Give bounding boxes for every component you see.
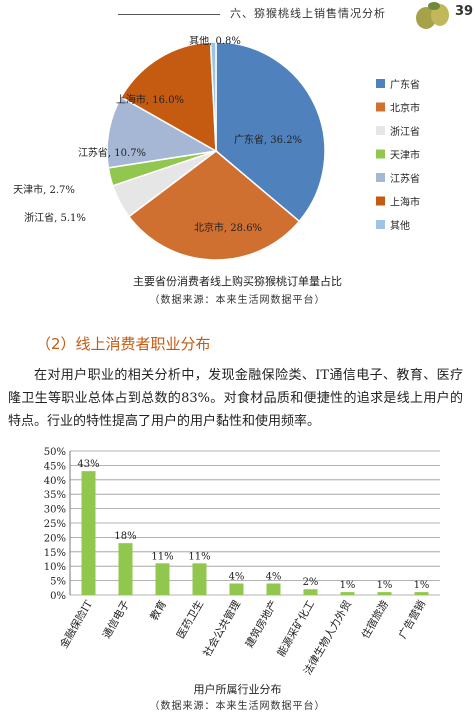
x-category-label: 教育 [147,598,169,623]
bar-data-label: 4% [229,571,245,582]
pie-data-label: 上海市, 16.0% [116,93,184,106]
bar [118,543,133,595]
bar [377,592,392,595]
province-pie-chart: 广东省, 36.2% 北京市, 28.6% 浙江省, 5.1% 天津市, 2.7% 江苏… [13,36,420,261]
x-category-label: 能源采矿化工 [274,598,317,659]
page-header: 六、猕猴桃线上销售情况分析 39 [0,0,475,29]
pie-slice-5 [106,96,219,169]
y-tick-label: 5% [50,577,66,588]
bar-caption: 用户所属行业分布 [193,683,282,696]
bar [229,583,244,595]
legend-label: 北京市 [390,102,420,115]
y-tick-label: 20% [44,533,66,544]
y-tick-label: 30% [44,505,66,516]
bar-data-label: 18% [114,531,136,542]
y-tick-label: 15% [44,548,66,559]
bar-data-label: 2% [303,577,319,588]
pie-slice-6 [120,41,217,153]
legend-swatch [376,149,385,159]
x-category-label: 金融保险IT [57,598,95,651]
header-rule [118,14,220,15]
pie-data-label: 其他, 0.8% [189,36,241,47]
x-category-label: 建筑房地产 [243,598,281,650]
body-paragraph: 在对用户职业的相关分析中，发现金融保险类、IT通信电子、教育、医疗隆卫生等职业总… [8,368,463,429]
bar [155,563,170,595]
legend-label: 浙江省 [390,125,420,138]
x-category-label: 社会公共管理 [200,598,243,659]
running-title: 六、猕猴桃线上销售情况分析 [230,7,386,20]
bar-data-label: 1% [414,580,430,591]
legend-label: 其他 [390,219,410,232]
bar-data-label: 11% [188,551,210,562]
bar-source: （数据来源：本来生活网数据平台） [149,701,326,712]
bar [192,563,207,595]
x-category-label: 广告营销 [396,598,428,641]
bar [81,471,96,595]
y-tick-label: 45% [44,461,66,472]
legend-label: 广东省 [390,78,420,91]
pie-caption: 主要省份消费者线上购买猕猴桃订单量占比 [133,275,342,288]
y-tick-label: 25% [44,519,66,530]
y-tick-label: 35% [44,490,66,501]
x-category-label: 住宿旅游 [359,598,392,641]
legend-swatch [376,220,385,229]
pie-data-label: 浙江省, 5.1% [24,211,86,224]
pie-data-label: 北京市, 28.6% [194,221,262,234]
kiwi-fruit-icon [416,2,449,29]
x-category-label: 通信电子 [100,598,132,641]
pie-data-label: 广东省, 36.2% [234,133,302,146]
bar [303,589,318,595]
x-category-label: 医药卫生 [174,598,206,641]
pie-slice-7 [209,41,217,152]
industry-bar-chart: 0% 5% 10% 15% 20% 25% 30% 35% 40% 45% 50% 43% 金融保险IT… [44,447,440,677]
legend-label: 江苏省 [390,172,420,185]
bar-data-label: 11% [151,551,173,562]
pie-source: （数据来源：本来生活网数据平台） [149,295,326,306]
legend-swatch [376,126,385,135]
legend-swatch [376,102,385,112]
bar [266,583,281,595]
section-title: （2）线上消费者职业分布 [36,335,211,353]
bar-data-label: 1% [377,580,393,591]
y-tick-label: 10% [44,562,66,573]
pie-data-label: 江苏省, 10.7% [78,146,146,159]
y-tick-label: 0% [50,591,66,602]
bar [414,592,429,595]
y-tick-label: 50% [44,447,66,458]
y-tick-label: 40% [44,476,66,487]
legend-swatch [376,173,385,182]
legend-swatch [376,79,385,88]
legend-label: 上海市 [390,196,420,209]
legend-label: 天津市 [390,149,420,162]
pie-data-label: 天津市, 2.7% [13,183,75,196]
bar [340,592,355,595]
page-number: 39 [455,4,474,19]
bar-data-label: 1% [340,580,356,591]
pie-slice-2 [127,150,301,261]
legend-swatch [376,196,385,206]
bar-data-label: 43% [77,459,99,470]
pie-slice-1 [215,41,326,223]
bar-data-label: 4% [266,571,282,582]
